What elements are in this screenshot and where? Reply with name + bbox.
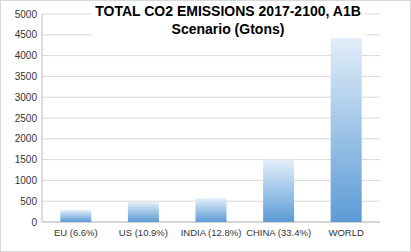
x-tick-label: US (10.9%)	[119, 227, 168, 238]
x-tick-label: CHINA (33.4%)	[246, 227, 311, 238]
grid-line	[42, 159, 380, 160]
y-axis-line	[42, 14, 43, 222]
y-tick-label: 4000	[15, 50, 38, 61]
chart: 0 500 1000 1500 2000 2500 3000 3500 4000 4500 5000…	[0, 0, 411, 252]
grid-line	[42, 118, 380, 119]
y-tick-label: 5000	[15, 9, 38, 20]
grid-line	[42, 138, 380, 139]
bars	[60, 36, 361, 222]
title-background	[91, 2, 365, 38]
y-tick-label: 0	[31, 217, 37, 228]
y-tick-label: 4500	[15, 29, 38, 40]
y-tick-label: 1000	[15, 175, 38, 186]
bar	[196, 198, 227, 222]
grid-line	[42, 97, 380, 98]
grid-line	[42, 55, 380, 56]
x-tick-label: WORLD	[329, 227, 365, 238]
y-tick-label: 500	[20, 196, 37, 207]
y-tick-label: 2500	[15, 113, 38, 124]
grid-line	[42, 180, 380, 181]
y-tick-label: 2000	[15, 133, 38, 144]
bar	[128, 202, 159, 222]
title-line: Scenario (Gtons)	[172, 21, 285, 37]
x-tick-label: INDIA (12.8%)	[181, 227, 242, 238]
chart-frame	[1, 1, 411, 252]
y-tick-label: 1500	[15, 154, 38, 165]
x-tick-label: EU (6.6%)	[54, 227, 98, 238]
bar	[331, 36, 362, 222]
y-tick-label: 3500	[15, 71, 38, 82]
y-tick-label: 3000	[15, 92, 38, 103]
bar	[60, 210, 91, 222]
grid-line	[42, 76, 380, 77]
bar	[263, 160, 294, 222]
chart-title: TOTAL CO2 EMISSIONS 2017-2100, A1B Scenar…	[95, 3, 361, 37]
title-line: TOTAL CO2 EMISSIONS 2017-2100, A1B	[95, 3, 361, 19]
